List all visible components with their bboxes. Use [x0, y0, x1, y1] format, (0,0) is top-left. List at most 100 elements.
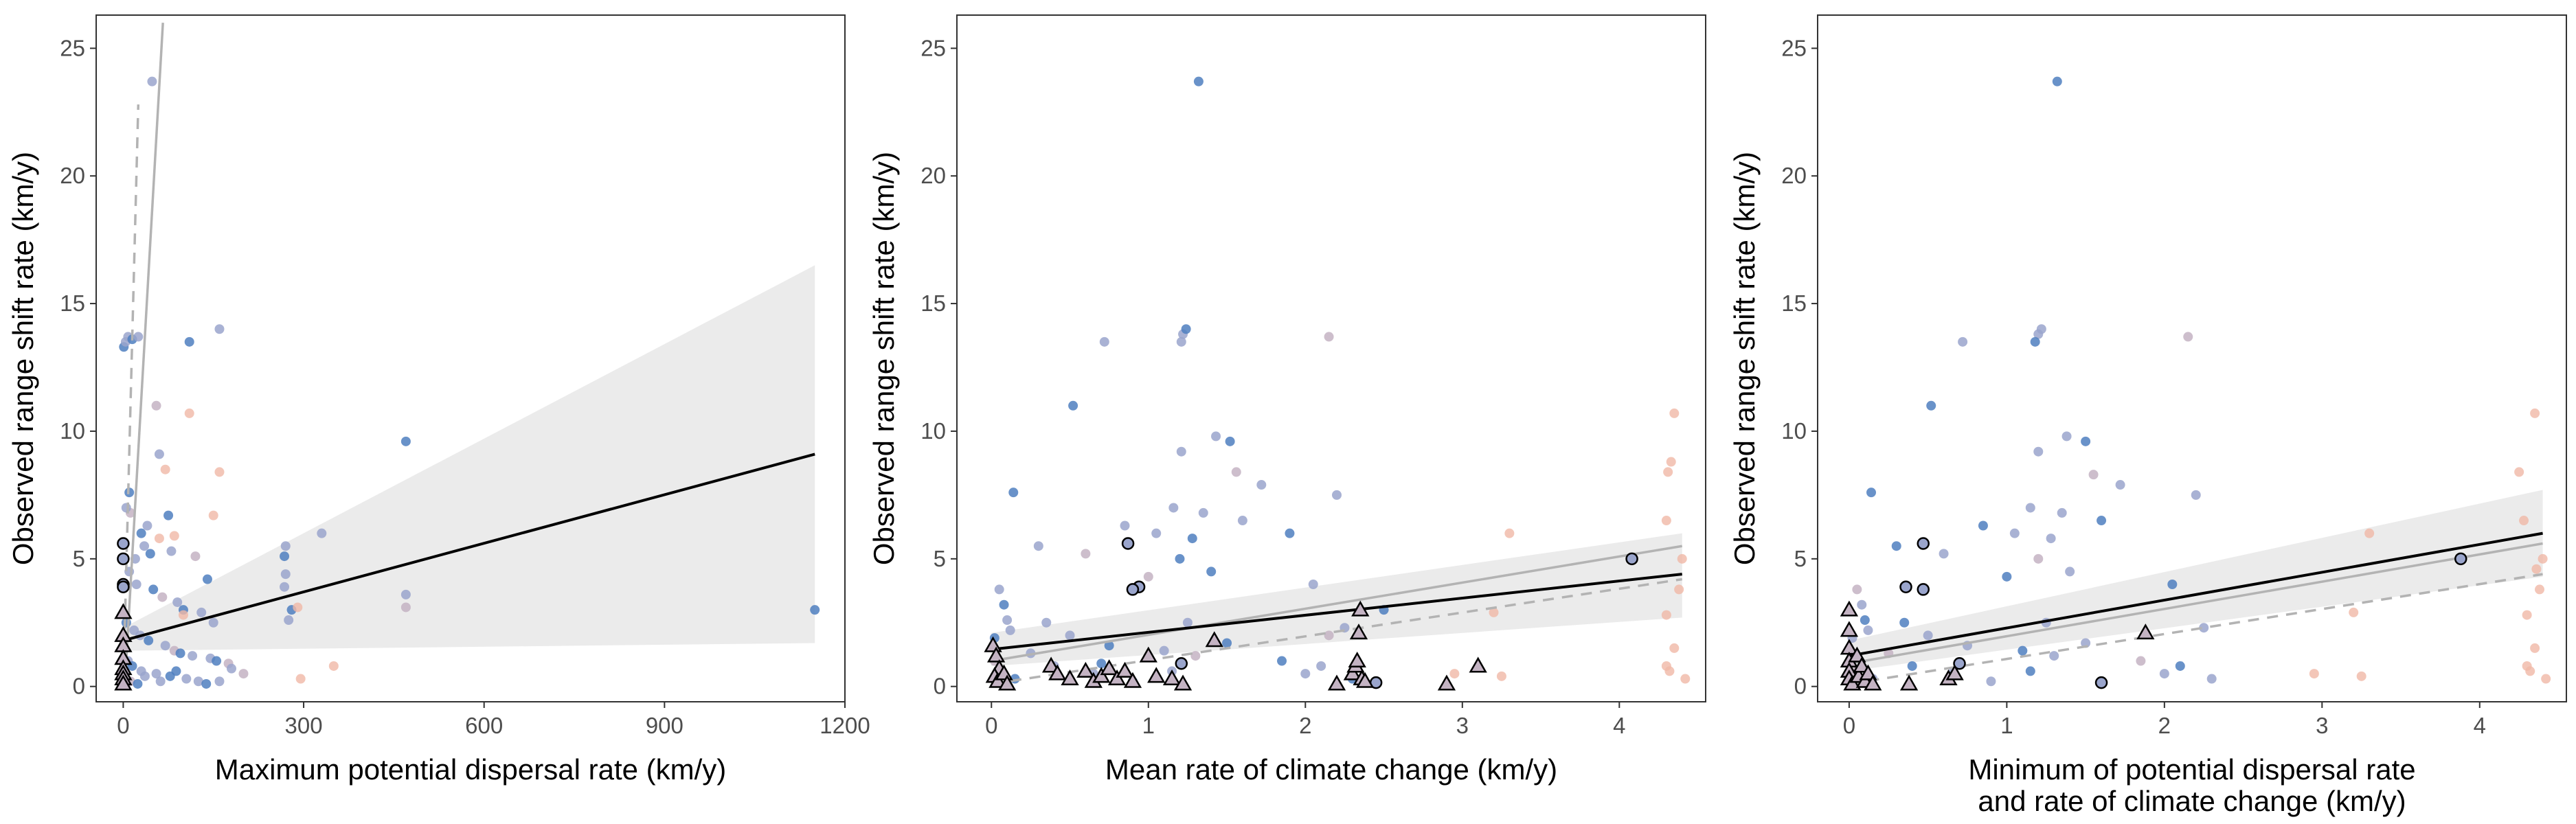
data-point-triangle — [1116, 661, 1134, 678]
y-tick-label: 15 — [60, 290, 85, 316]
data-point — [142, 520, 152, 531]
data-point — [226, 663, 236, 674]
data-point-pink — [2356, 671, 2366, 681]
data-point-triangle — [1100, 659, 1118, 676]
data-point — [1891, 541, 1901, 551]
data-point-triangle — [1349, 623, 1368, 640]
x-tick-label: 600 — [465, 713, 503, 738]
data-point — [172, 597, 183, 608]
y-tick-label: 10 — [1781, 418, 1807, 444]
data-point-pink — [2522, 610, 2532, 620]
data-point — [1926, 400, 1936, 411]
confidence-ribbon — [1849, 490, 2543, 672]
y-tick-label: 20 — [1781, 163, 1807, 188]
data-point-triangle — [1859, 664, 1877, 680]
plot-area — [114, 23, 820, 691]
data-point — [1005, 625, 1015, 635]
data-point-triangle — [1107, 670, 1127, 686]
data-point — [284, 615, 294, 626]
y-tick-label: 20 — [60, 163, 85, 188]
panel-border — [956, 14, 1706, 702]
data-point-circle — [1899, 580, 1912, 593]
data-point — [2159, 669, 2169, 679]
y-tick-label: 25 — [1781, 35, 1807, 60]
data-point — [1104, 641, 1114, 651]
data-point-circle — [2094, 676, 2108, 689]
data-point-pink — [2514, 467, 2524, 477]
data-point-pink — [328, 661, 339, 671]
data-point-triangle — [1351, 600, 1370, 617]
data-point — [1923, 630, 1933, 641]
data-point-pink — [208, 510, 218, 520]
data-point-pink — [1489, 607, 1499, 617]
data-point — [145, 549, 155, 559]
data-point — [1852, 584, 1862, 595]
x-tick-label: 0 — [985, 713, 997, 738]
data-point-pink — [293, 602, 303, 613]
data-point — [1324, 630, 1334, 641]
x-tick-label: 0 — [117, 713, 129, 738]
data-point — [193, 676, 203, 687]
data-point — [136, 528, 146, 538]
data-point — [2030, 336, 2040, 347]
data-point — [1256, 480, 1267, 490]
data-point — [214, 676, 225, 687]
data-point — [2046, 534, 2056, 544]
data-point — [190, 551, 201, 562]
data-point — [2175, 661, 2185, 671]
data-point — [280, 551, 290, 562]
y-axis-title: Observed range shift rate (km/y) — [1728, 152, 1761, 565]
fit-line-black — [1849, 531, 2543, 658]
data-point — [1907, 661, 1917, 671]
y-tick-label: 25 — [60, 35, 85, 60]
data-point-triangle — [1437, 674, 1456, 691]
data-point-pink — [1669, 408, 1680, 418]
data-point-circle — [1126, 583, 1140, 596]
data-point — [2057, 507, 2067, 518]
data-point — [2018, 645, 2028, 656]
data-point-pink — [2530, 408, 2540, 418]
fit-line-black — [991, 573, 1682, 651]
data-point — [1206, 566, 1217, 577]
data-point-triangle — [1840, 621, 1859, 637]
data-point-triangle — [1162, 670, 1182, 686]
data-point — [184, 336, 194, 347]
x-tick-label: 3 — [2316, 713, 2328, 738]
data-point — [1008, 488, 1019, 498]
data-point — [400, 589, 411, 599]
data-point — [133, 332, 144, 342]
data-point-triangle — [1123, 672, 1142, 688]
data-point-triangle — [114, 674, 133, 691]
data-point-circle — [1917, 583, 1930, 596]
data-point — [1181, 324, 1191, 334]
data-point — [121, 503, 131, 513]
data-point — [810, 605, 820, 615]
data-point — [214, 324, 225, 334]
data-point — [2033, 446, 2044, 457]
data-point-pink — [1661, 610, 1671, 620]
data-point-pink — [1666, 457, 1676, 467]
panel-1: 0 5 10 15 20 25 0 300 600 900 1200 Maximum potentia… — [7, 14, 870, 786]
data-point-circle — [1121, 537, 1135, 550]
data-point — [280, 569, 291, 580]
data-point — [1176, 446, 1186, 457]
data-point — [280, 541, 291, 551]
y-tick-label: 25 — [920, 35, 946, 60]
x-axis-title: Maximum potential dispersal rate (km/y) — [215, 753, 727, 786]
data-point — [2097, 516, 2107, 526]
data-point — [2183, 332, 2193, 342]
data-point — [1986, 676, 1996, 687]
x-tick-label: 1200 — [820, 713, 870, 738]
data-point — [1285, 528, 1295, 538]
data-point — [1096, 659, 1107, 669]
data-point-pink — [2364, 528, 2375, 538]
data-point-triangle — [1945, 664, 1964, 680]
data-point — [1316, 661, 1326, 671]
plot-area — [1840, 76, 2551, 691]
data-point — [400, 436, 411, 446]
data-point-triangle — [1147, 667, 1166, 683]
confidence-ribbon — [991, 533, 1682, 666]
data-point — [181, 674, 192, 684]
data-point — [144, 635, 154, 645]
